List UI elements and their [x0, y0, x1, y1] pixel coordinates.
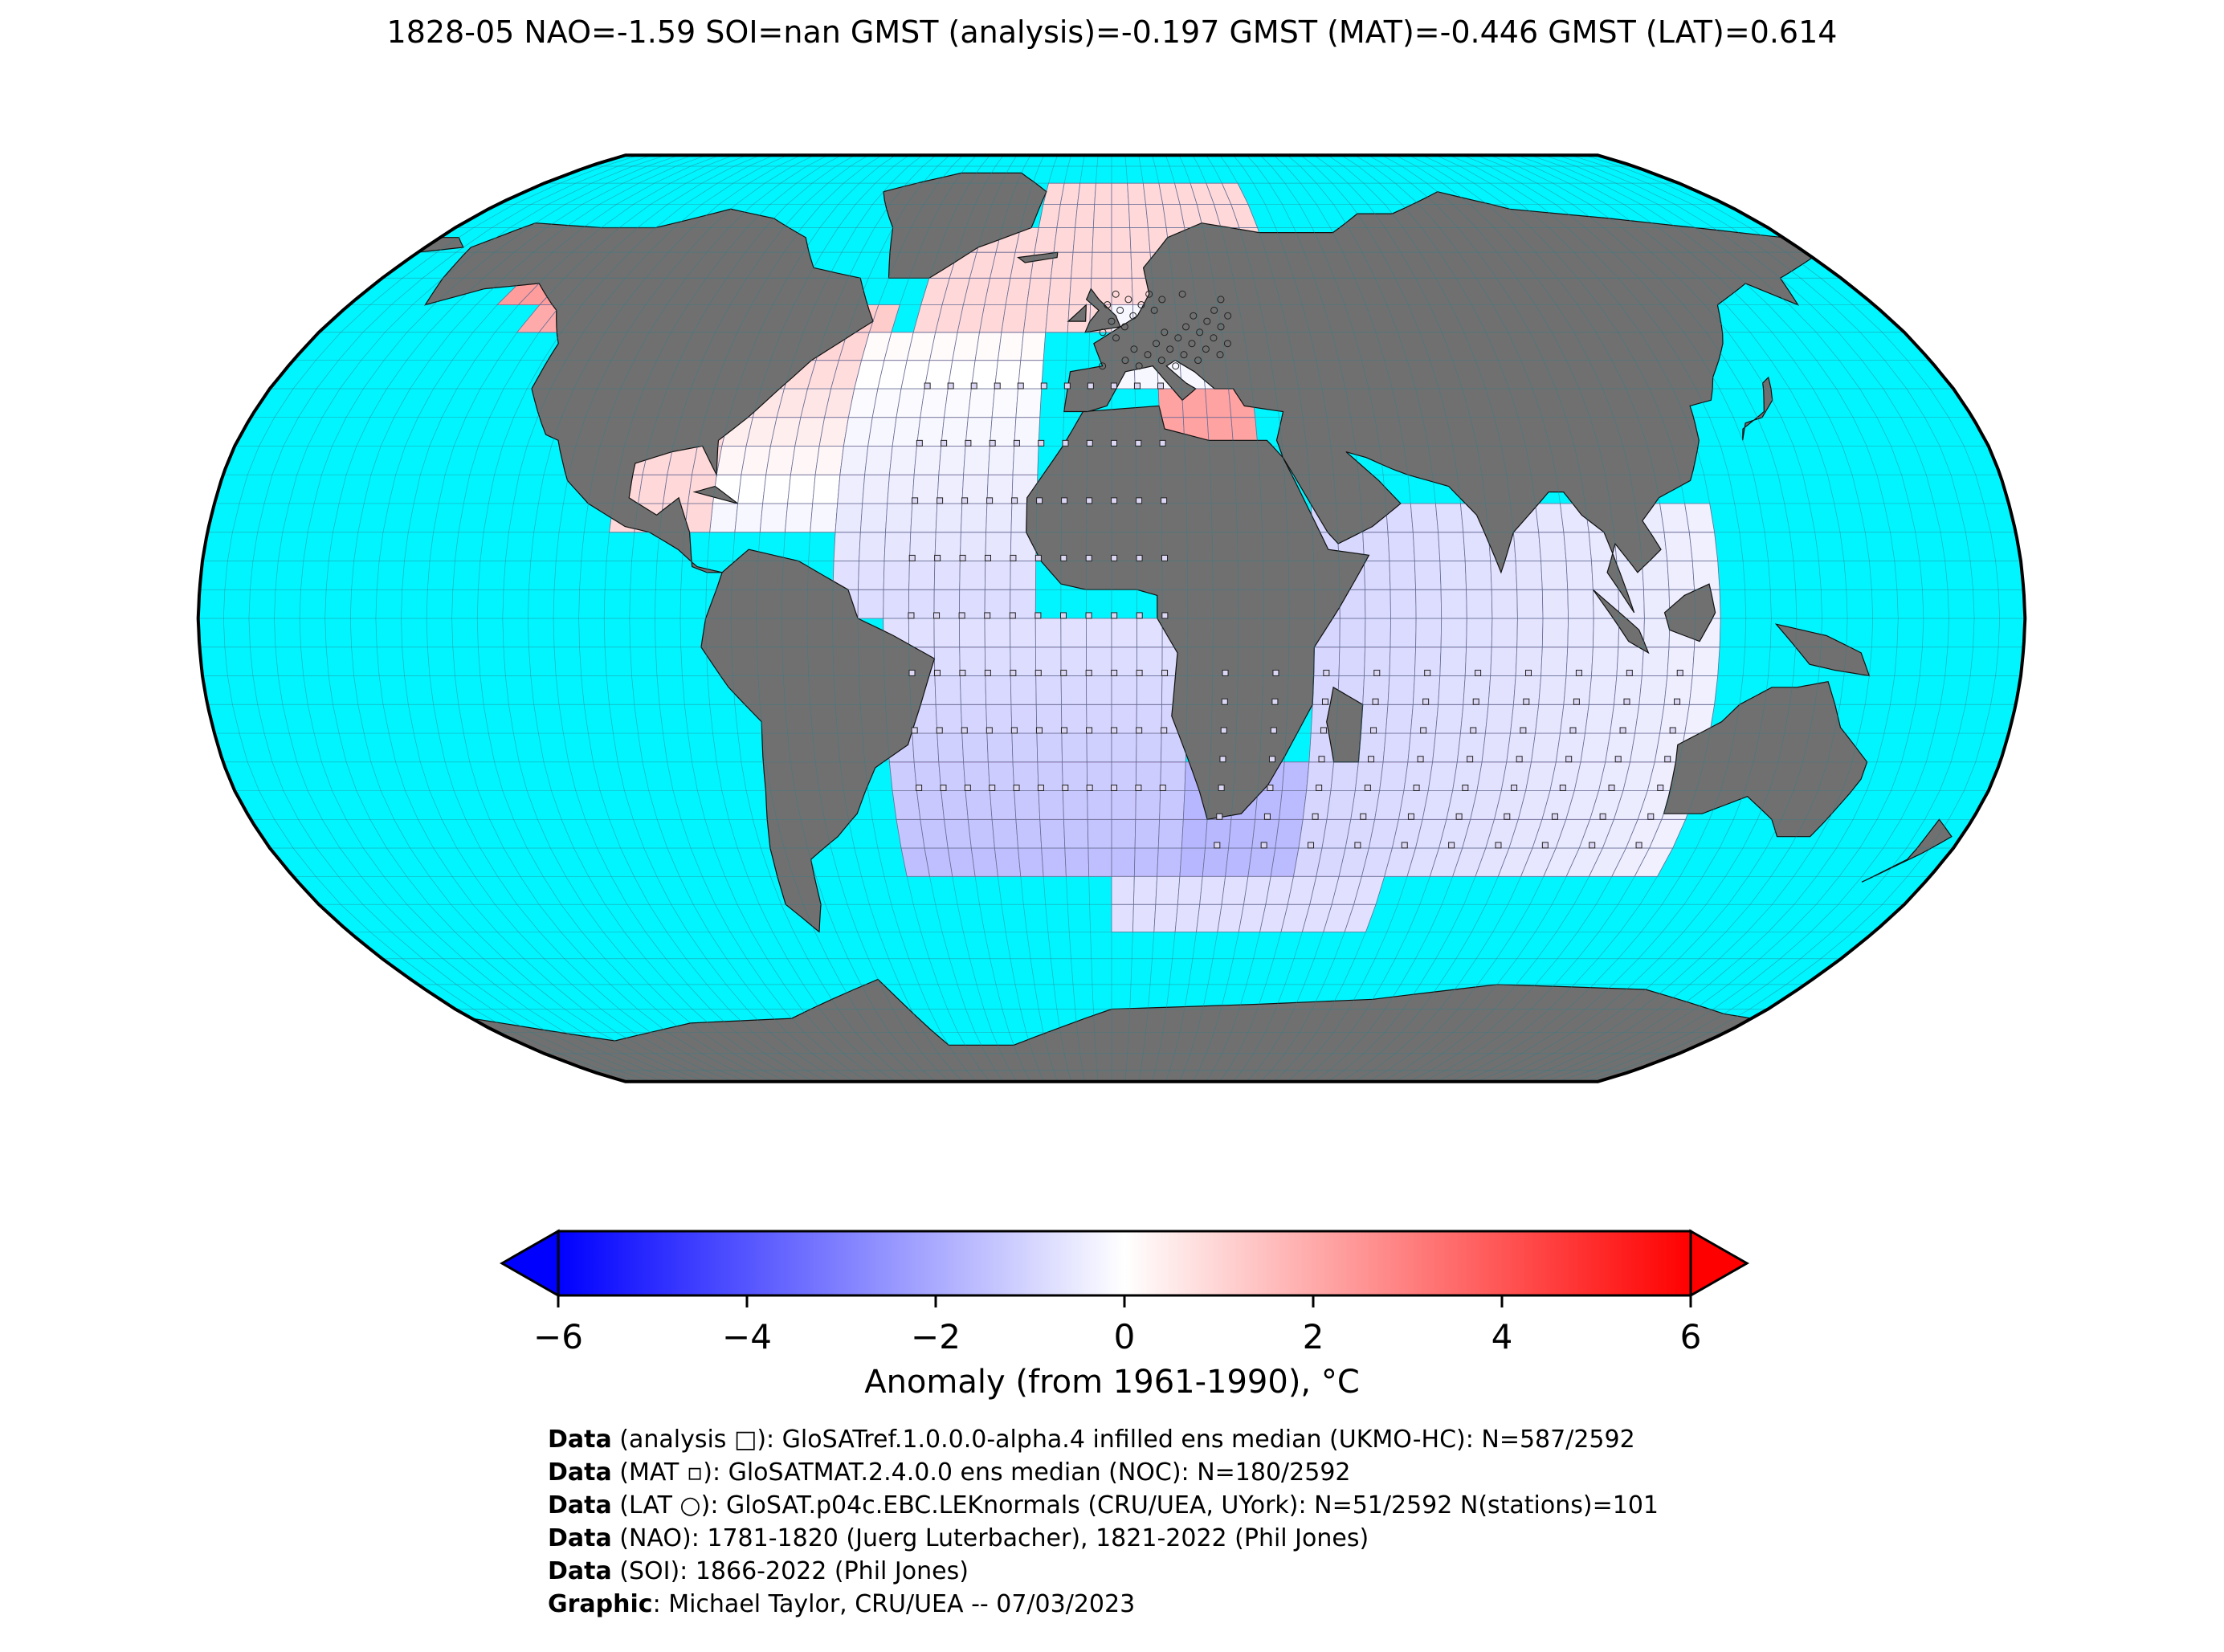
credit-text: : Michael Taylor, CRU/UEA -- 07/03/2023: [652, 1590, 1136, 1618]
colorbar-tick-label: −6: [533, 1317, 583, 1356]
credits: Data (analysis □): GloSATref.1.0.0.0-alp…: [548, 1423, 1659, 1621]
colorbar-tick-label: −2: [911, 1317, 961, 1356]
land: [1742, 376, 1773, 441]
land: [1663, 681, 1868, 838]
colorbar-extend-low: [499, 1229, 560, 1298]
credit-text: (MAT ▫): GloSATMAT.2.4.0.0 ens median (N…: [611, 1458, 1351, 1487]
colorbar-tick-label: −4: [722, 1317, 772, 1356]
land: [1592, 589, 1650, 655]
colorbar-label: Anomaly (from 1961-1990), °C: [864, 1364, 1360, 1401]
credit-line: Data (NAO): 1781-1820 (Juerg Luterbacher…: [548, 1522, 1659, 1555]
credit-key: Data: [548, 1426, 612, 1454]
map-border: [196, 153, 2027, 1083]
credit-key: Data: [548, 1524, 612, 1552]
credit-key: Data: [548, 1458, 612, 1487]
land: [1017, 251, 1059, 263]
colorbar-tick-label: 0: [1113, 1317, 1136, 1356]
land: [424, 208, 874, 573]
colorbar-tick-label: 2: [1302, 1317, 1324, 1356]
land: [1067, 304, 1087, 322]
credit-text: (analysis □): GloSATref.1.0.0.0-alpha.4 …: [611, 1426, 1635, 1454]
credit-text: (LAT ○): GloSAT.p04c.EBC.LEKnormals (CRU…: [611, 1491, 1659, 1519]
credit-line: Data (MAT ▫): GloSATMAT.2.4.0.0 ens medi…: [548, 1456, 1659, 1489]
credit-key: Data: [548, 1557, 612, 1585]
credit-line: Data (LAT ○): GloSAT.p04c.EBC.LEKnormals…: [548, 1489, 1659, 1522]
credit-line: Graphic: Michael Taylor, CRU/UEA -- 07/0…: [548, 1588, 1659, 1621]
credit-key: Graphic: [548, 1590, 653, 1618]
colorbar-tick-label: 6: [1679, 1317, 1702, 1356]
credit-text: (NAO): 1781-1820 (Juerg Luterbacher), 18…: [611, 1524, 1369, 1552]
land-masses: [417, 172, 1953, 1082]
credit-line: Data (SOI): 1866-2022 (Phil Jones): [548, 1555, 1659, 1588]
credit-key: Data: [548, 1491, 612, 1519]
credit-text: (SOI): 1866-2022 (Phil Jones): [611, 1557, 969, 1585]
credit-line: Data (analysis □): GloSATref.1.0.0.0-alp…: [548, 1423, 1659, 1456]
colorbar-extend-high: [1689, 1229, 1750, 1298]
colorbar-gradient: [557, 1230, 1692, 1297]
land: [1861, 818, 1953, 883]
figure-title: 1828-05 NAO=-1.59 SOI=nan GMST (analysis…: [386, 14, 1838, 50]
land: [692, 485, 738, 504]
colorbar-tick-label: 4: [1491, 1317, 1513, 1356]
observation-markers: [908, 290, 1683, 849]
